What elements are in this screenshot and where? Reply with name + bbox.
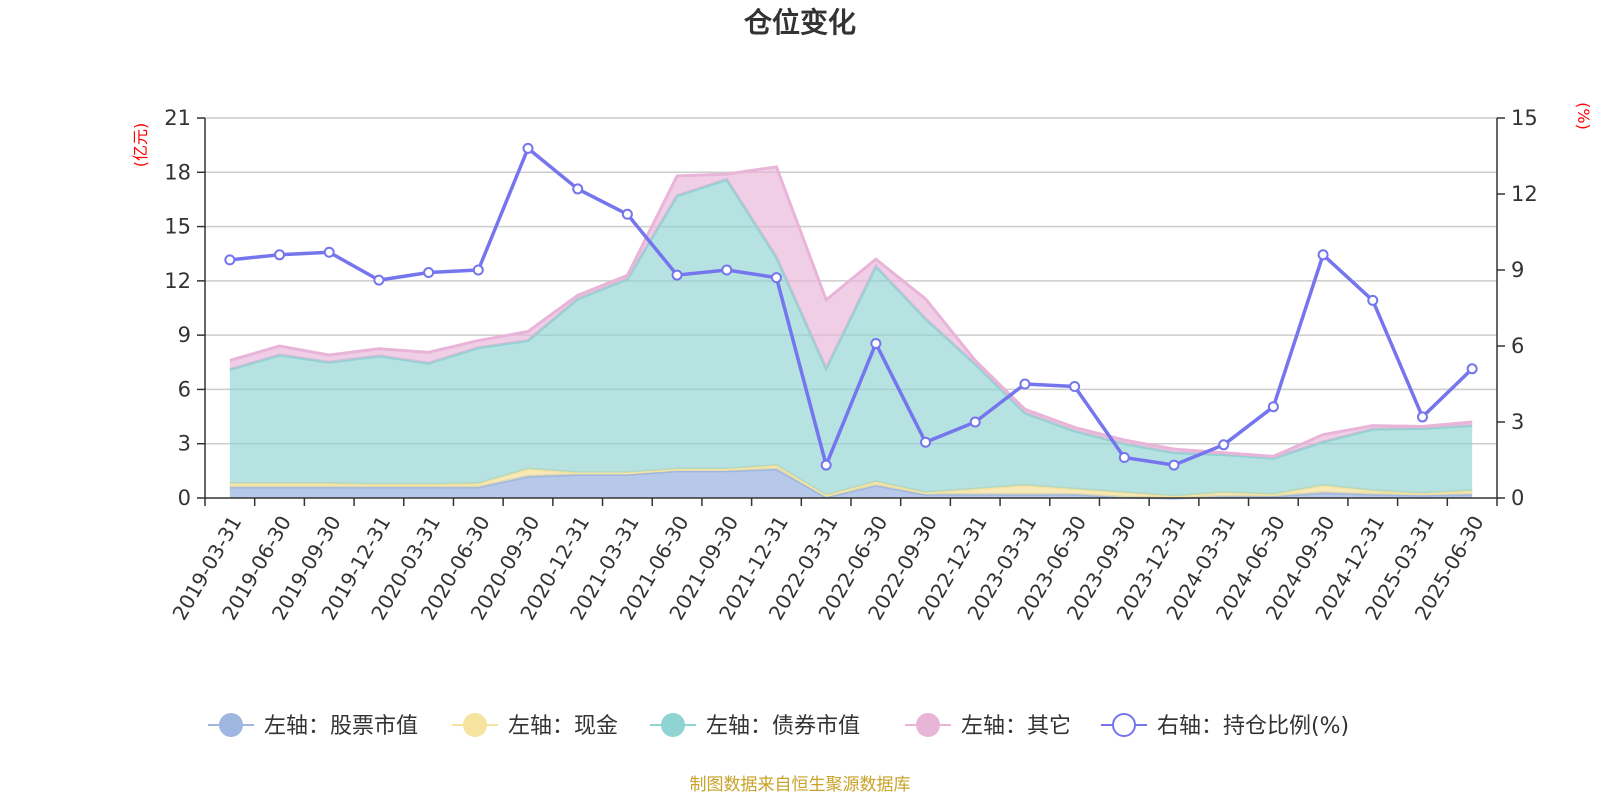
area-2 <box>229 465 1473 498</box>
legend-label: 左轴：债券市值 <box>706 714 860 739</box>
legend-label: 左轴：其它 <box>961 714 1071 739</box>
right-axis-tick-label: 12 <box>1511 182 1538 206</box>
right-axis-unit: (%) <box>1574 102 1593 130</box>
line-point <box>770 272 782 284</box>
line-point <box>1317 249 1329 261</box>
left-axis-tick-label: 9 <box>178 323 191 347</box>
line-point <box>920 436 932 448</box>
line-point <box>1168 459 1180 471</box>
legend-marker <box>219 713 243 737</box>
right-axis-tick-label: 9 <box>1511 258 1524 282</box>
line-point <box>621 208 633 220</box>
line-path <box>229 146 1474 467</box>
right-axis-tick-label: 3 <box>1511 410 1524 434</box>
right-axis-tick-label: 15 <box>1511 106 1538 130</box>
line-point <box>1218 439 1230 451</box>
legend-item: 左轴：现金 <box>452 713 618 739</box>
line-point <box>572 183 584 195</box>
legend-label: 左轴：现金 <box>508 714 618 739</box>
left-axis-tick-label: 21 <box>164 106 191 130</box>
line-point <box>969 416 981 428</box>
line-point <box>870 337 882 349</box>
line-point <box>820 459 832 471</box>
line-point <box>274 249 286 261</box>
legend-item: 左轴：其它 <box>905 713 1071 739</box>
legend-label: 左轴：股票市值 <box>264 714 418 739</box>
line-point <box>1118 451 1130 463</box>
line-point <box>373 274 385 286</box>
right-axis-tick-label: 6 <box>1511 334 1524 358</box>
legend: 左轴：股票市值 左轴：现金 左轴：债券市值 左轴：其它 右轴：持仓比例(%) <box>208 713 1349 739</box>
line-point <box>522 142 534 154</box>
line-point <box>1069 381 1081 393</box>
line-point <box>1267 401 1279 413</box>
line-point <box>1019 378 1031 390</box>
left-axis-tick-label: 0 <box>178 486 191 510</box>
area-3 <box>229 179 1473 497</box>
legend-item: 右轴：持仓比例(%) <box>1101 713 1349 739</box>
stacked-areas <box>229 165 1473 500</box>
legend-marker <box>916 713 940 737</box>
line-point <box>1367 294 1379 306</box>
data-source-note: 制图数据来自恒生聚源数据库 <box>690 775 911 795</box>
axes: 0 3 6 9 12 15 18 21 0 3 6 9 12 15 <box>164 106 1537 510</box>
line-point <box>1416 411 1428 423</box>
line-point <box>671 269 683 281</box>
legend-item: 左轴：股票市值 <box>208 713 418 739</box>
line-point <box>1466 363 1478 375</box>
line-point <box>224 254 236 266</box>
left-axis-unit: (亿元) <box>131 123 150 168</box>
line-point <box>423 267 435 279</box>
area-4 <box>229 166 1473 459</box>
left-axis-tick-label: 12 <box>164 269 191 293</box>
left-axis-tick-label: 3 <box>178 432 191 456</box>
legend-marker <box>463 713 487 737</box>
line-point <box>472 264 484 276</box>
left-axis-tick-label: 6 <box>178 377 191 401</box>
holding-ratio-line <box>224 142 1478 471</box>
legend-item: 左轴：债券市值 <box>650 713 860 739</box>
legend-marker <box>661 713 685 737</box>
line-point <box>721 264 733 276</box>
right-axis-tick-label: 0 <box>1511 486 1524 510</box>
area-edge-4 <box>229 165 1473 458</box>
line-point <box>323 246 335 258</box>
legend-label: 右轴：持仓比例(%) <box>1157 714 1349 739</box>
left-axis-tick-label: 15 <box>164 215 191 239</box>
left-axis-tick-label: 18 <box>164 160 191 184</box>
legend-marker <box>1112 713 1136 737</box>
chart-title: 仓位变化 <box>744 6 856 39</box>
x-axis-tick-labels: 2019-03-312019-06-302019-09-302019-12-31… <box>167 511 1488 624</box>
